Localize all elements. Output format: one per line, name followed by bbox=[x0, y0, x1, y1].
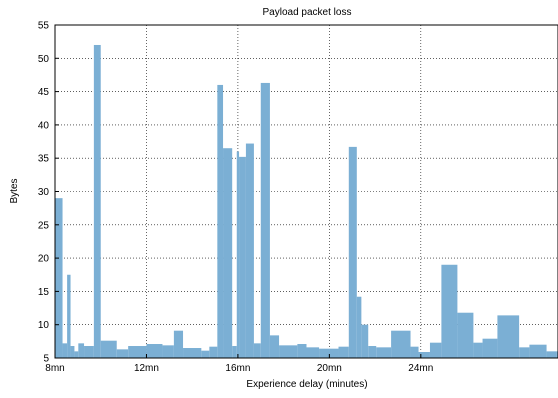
bar bbox=[497, 315, 520, 358]
bar bbox=[209, 346, 218, 358]
bar bbox=[67, 274, 71, 358]
bar bbox=[78, 343, 85, 358]
bar bbox=[368, 346, 377, 358]
y-tick-label: 10 bbox=[38, 320, 50, 331]
bar bbox=[162, 345, 174, 358]
y-tick-label: 5 bbox=[43, 354, 49, 365]
bar bbox=[297, 344, 307, 358]
bar bbox=[441, 264, 458, 358]
bar bbox=[93, 44, 101, 358]
bar bbox=[70, 346, 75, 358]
y-tick-label: 35 bbox=[38, 154, 50, 165]
bar bbox=[361, 324, 369, 358]
bar bbox=[236, 151, 240, 358]
y-tick-label: 30 bbox=[38, 187, 50, 198]
bar bbox=[183, 348, 202, 358]
bar bbox=[100, 340, 117, 358]
y-tick-label: 20 bbox=[38, 254, 50, 265]
bar bbox=[319, 348, 339, 358]
bar bbox=[146, 344, 163, 358]
bar bbox=[201, 350, 210, 358]
y-tick-label: 50 bbox=[38, 54, 50, 65]
bar bbox=[546, 351, 557, 358]
bar bbox=[74, 351, 79, 358]
bar bbox=[391, 330, 411, 358]
bar bbox=[217, 84, 224, 358]
bar bbox=[173, 330, 184, 358]
bar bbox=[410, 346, 419, 358]
x-axis: 8mn 12mn 16mn 20mn 24mn bbox=[45, 354, 433, 374]
y-axis-label: Bytes bbox=[9, 178, 20, 203]
bar bbox=[356, 296, 362, 358]
bar bbox=[519, 347, 530, 358]
bar bbox=[418, 352, 430, 358]
y-tick-label: 15 bbox=[38, 287, 50, 298]
bar bbox=[529, 344, 547, 358]
bar bbox=[62, 343, 68, 358]
x-tick-label: 20mn bbox=[317, 363, 342, 374]
bar bbox=[84, 346, 94, 358]
y-tick-label: 25 bbox=[38, 220, 50, 231]
chart-title: Payload packet loss bbox=[263, 7, 352, 18]
bar bbox=[482, 338, 498, 358]
bar bbox=[128, 346, 147, 358]
y-axis: 5 10 15 20 25 30 35 40 45 50 55 bbox=[38, 21, 59, 365]
x-tick-label: 8mn bbox=[45, 363, 64, 374]
bar bbox=[253, 343, 261, 358]
bar bbox=[429, 342, 442, 358]
grid bbox=[55, 25, 558, 358]
x-tick-label: 16mn bbox=[225, 363, 250, 374]
bar bbox=[338, 346, 349, 358]
y-tick-label: 55 bbox=[38, 21, 50, 32]
bar bbox=[556, 351, 558, 358]
bar bbox=[376, 347, 392, 358]
bar bbox=[269, 335, 280, 358]
bars bbox=[55, 44, 558, 358]
x-tick-label: 12mn bbox=[134, 363, 159, 374]
y-tick-label: 45 bbox=[38, 87, 50, 98]
bar bbox=[223, 148, 233, 358]
bar bbox=[473, 342, 483, 358]
bar bbox=[279, 345, 298, 358]
bar bbox=[239, 156, 246, 358]
x-axis-label: Experience delay (minutes) bbox=[246, 379, 367, 390]
bar bbox=[306, 347, 320, 358]
x-tick-label: 24mn bbox=[408, 363, 433, 374]
bar bbox=[245, 143, 254, 358]
bar bbox=[457, 312, 474, 358]
bar bbox=[55, 198, 63, 358]
bar bbox=[116, 349, 129, 358]
bar bbox=[232, 346, 237, 358]
bar bbox=[260, 82, 270, 358]
y-tick-label: 40 bbox=[38, 120, 50, 131]
bar bbox=[348, 146, 357, 358]
